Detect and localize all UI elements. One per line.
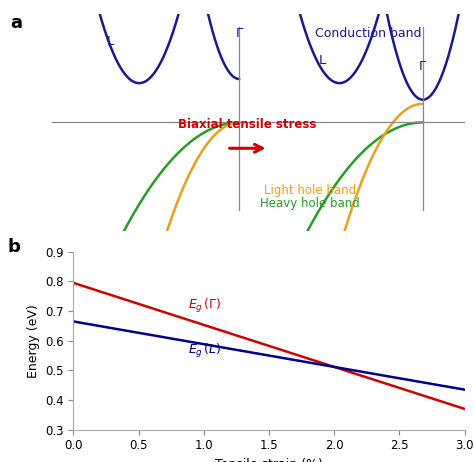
Text: L: L (319, 54, 326, 67)
Text: Γ: Γ (419, 60, 427, 73)
Text: $E_g\,(\Gamma)$: $E_g\,(\Gamma)$ (188, 297, 222, 315)
Text: Biaxial tensile stress: Biaxial tensile stress (178, 118, 317, 131)
Text: Heavy hole band: Heavy hole band (260, 197, 360, 210)
Y-axis label: Energy (eV): Energy (eV) (27, 304, 39, 377)
Text: $E_g\,(L)$: $E_g\,(L)$ (188, 342, 222, 360)
Text: b: b (7, 238, 20, 256)
Text: Conduction band: Conduction band (315, 27, 422, 40)
Text: L: L (106, 35, 114, 48)
Text: Light hole band: Light hole band (264, 184, 356, 197)
Text: Γ: Γ (236, 27, 243, 40)
Text: a: a (10, 14, 22, 32)
X-axis label: Tensile strain (%): Tensile strain (%) (215, 458, 323, 462)
